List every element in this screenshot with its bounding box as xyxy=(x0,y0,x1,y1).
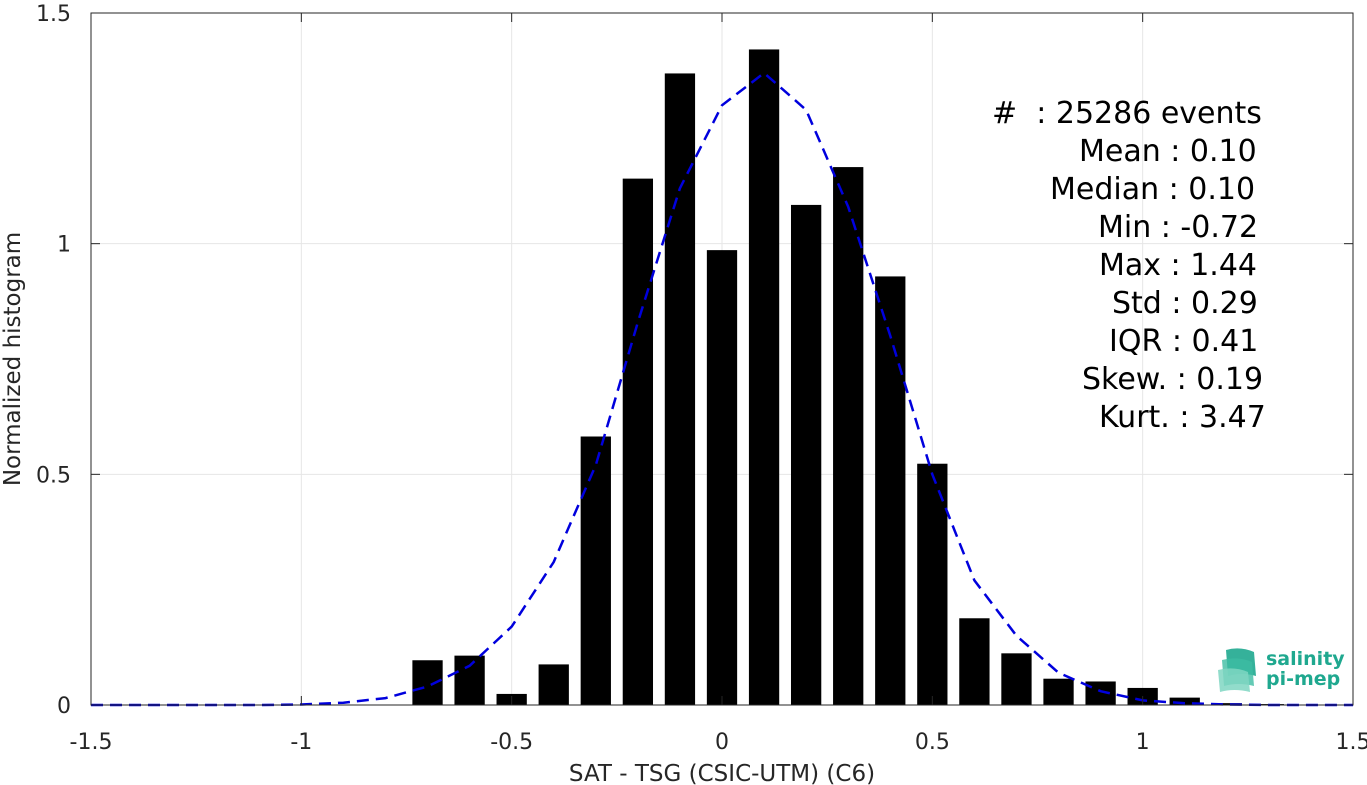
stat-min: Min : -0.72 xyxy=(1098,210,1259,245)
stat-std: Std : 0.29 xyxy=(1112,286,1258,321)
x-axis-label: SAT - TSG (CSIC-UTM) (C6) xyxy=(569,761,875,785)
x-tick-label-3: 0 xyxy=(715,730,729,755)
histogram-bar-14 xyxy=(1001,653,1032,705)
y-tick-label-1: 0.5 xyxy=(36,463,71,488)
x-tick-label-6: 1.5 xyxy=(1336,730,1367,755)
histogram-bar-6 xyxy=(664,73,696,705)
histogram-bar-16 xyxy=(1085,681,1116,705)
histogram-bar-12 xyxy=(917,463,948,705)
wave-logo-icon xyxy=(1218,648,1256,692)
histogram-bar-13 xyxy=(959,618,990,705)
y-axis-label: Normalized histogram xyxy=(0,232,26,486)
x-tick-label-0: -1.5 xyxy=(70,730,113,755)
salinity-pi-mep-logo: salinity pi-mep xyxy=(1216,646,1346,694)
histogram-bar-8 xyxy=(748,49,780,706)
histogram-bar-7 xyxy=(706,250,738,705)
axis-ticks: -1.5 -1 -0.5 0 0.5 1 1.5 0 0.5 1 1.5 xyxy=(36,2,1367,755)
stat-events: # : 25286 events xyxy=(992,96,1262,131)
y-tick-label-0: 0 xyxy=(57,694,71,719)
x-tick-label-1: -1 xyxy=(290,730,312,755)
histogram-bar-10 xyxy=(833,167,864,705)
stat-median: Median : 0.10 xyxy=(1050,172,1256,207)
stat-mean: Mean : 0.10 xyxy=(1079,134,1257,169)
stat-iqr: IQR : 0.41 xyxy=(1109,324,1259,359)
histogram-bar-9 xyxy=(790,204,822,705)
histogram-bar-11 xyxy=(875,276,906,705)
histogram-bar-5 xyxy=(622,178,654,706)
stat-kurt: Kurt. : 3.47 xyxy=(1099,400,1266,435)
histogram-bar-19 xyxy=(1211,703,1242,705)
stat-max: Max : 1.44 xyxy=(1099,248,1257,283)
histogram-bars xyxy=(412,49,1285,706)
x-tick-label-2: -0.5 xyxy=(490,730,533,755)
histogram-bar-18 xyxy=(1169,697,1200,705)
histogram-bar-4 xyxy=(580,436,611,705)
histogram-bar-1 xyxy=(454,655,485,705)
stat-skew: Skew. : 0.19 xyxy=(1082,362,1264,397)
logo-line-1: salinity xyxy=(1266,648,1345,670)
x-tick-label-4: 0.5 xyxy=(915,730,950,755)
logo-line-2: pi-mep xyxy=(1266,668,1341,690)
y-tick-label-3: 1.5 xyxy=(36,2,71,27)
x-tick-label-5: 1 xyxy=(1136,730,1150,755)
histogram-bar-3 xyxy=(538,664,569,705)
histogram-bar-15 xyxy=(1043,678,1074,705)
y-tick-label-2: 1 xyxy=(57,233,71,258)
